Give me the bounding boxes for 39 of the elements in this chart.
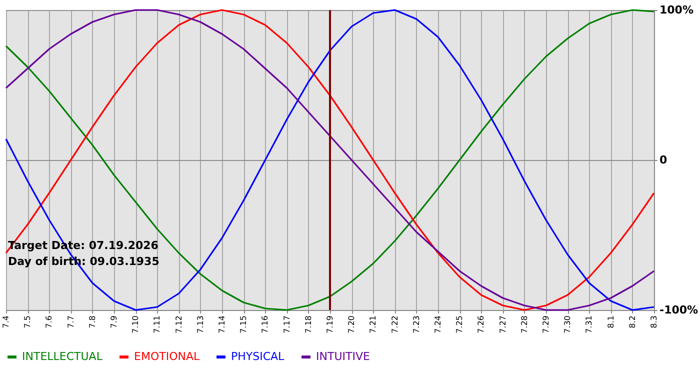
x-tick-label: 7.11	[152, 316, 162, 334]
x-tick-label: 8.3	[650, 316, 658, 328]
x-tick-label: 7.9	[110, 316, 118, 328]
x-tick-label: 7.20	[347, 316, 356, 334]
x-tick-label: 7.17	[282, 316, 292, 334]
y-tick-label: -100%	[660, 304, 698, 316]
x-tick-label: 7.6	[44, 316, 54, 328]
x-tick-label: 8.1	[606, 316, 616, 328]
line-series	[5, 9, 655, 311]
x-tick-label: 7.27	[498, 316, 508, 334]
legend-label: PHYSICAL	[231, 350, 286, 363]
y-tick-label: 0	[660, 154, 668, 166]
legend-label: INTUITIVE	[316, 350, 370, 363]
x-tick-label: 7.22	[390, 316, 400, 334]
x-tick-label: 7.15	[239, 316, 248, 334]
x-tick-label: 7.21	[368, 316, 378, 334]
x-tick-label: 7.8	[88, 316, 97, 328]
x-tick-label: 7.16	[260, 316, 270, 334]
legend-label: INTELLECTUAL	[22, 350, 104, 363]
x-tick-label: 7.14	[218, 316, 226, 334]
x-tick-label: 7.25	[455, 316, 464, 334]
x-tick-label: 8.2	[628, 316, 637, 328]
x-tick-label: 7.29	[542, 316, 550, 334]
x-tick-label: 7.30	[563, 316, 572, 334]
x-tick-label: 7.23	[412, 316, 421, 334]
x-tick-label: 7.10	[131, 316, 140, 334]
x-tick-label: 7.26	[476, 316, 486, 334]
x-tick-label: 7.7	[66, 316, 76, 328]
x-tick-label: 7.24	[434, 316, 442, 334]
x-tick-label: 7.12	[174, 316, 184, 334]
x-tick-label: 7.19	[326, 316, 334, 334]
x-tick-label: 7.13	[196, 316, 205, 334]
x-tick-label: 7.4	[2, 316, 10, 328]
y-tick-label: 100%	[660, 4, 694, 16]
x-tick-label: 7.31	[584, 316, 594, 334]
x-tick-label: 7.18	[304, 316, 313, 334]
legend-label: EMOTIONAL	[134, 350, 200, 363]
x-tick-label: 7.28	[520, 316, 529, 334]
x-tick-label: 7.5	[23, 316, 32, 328]
